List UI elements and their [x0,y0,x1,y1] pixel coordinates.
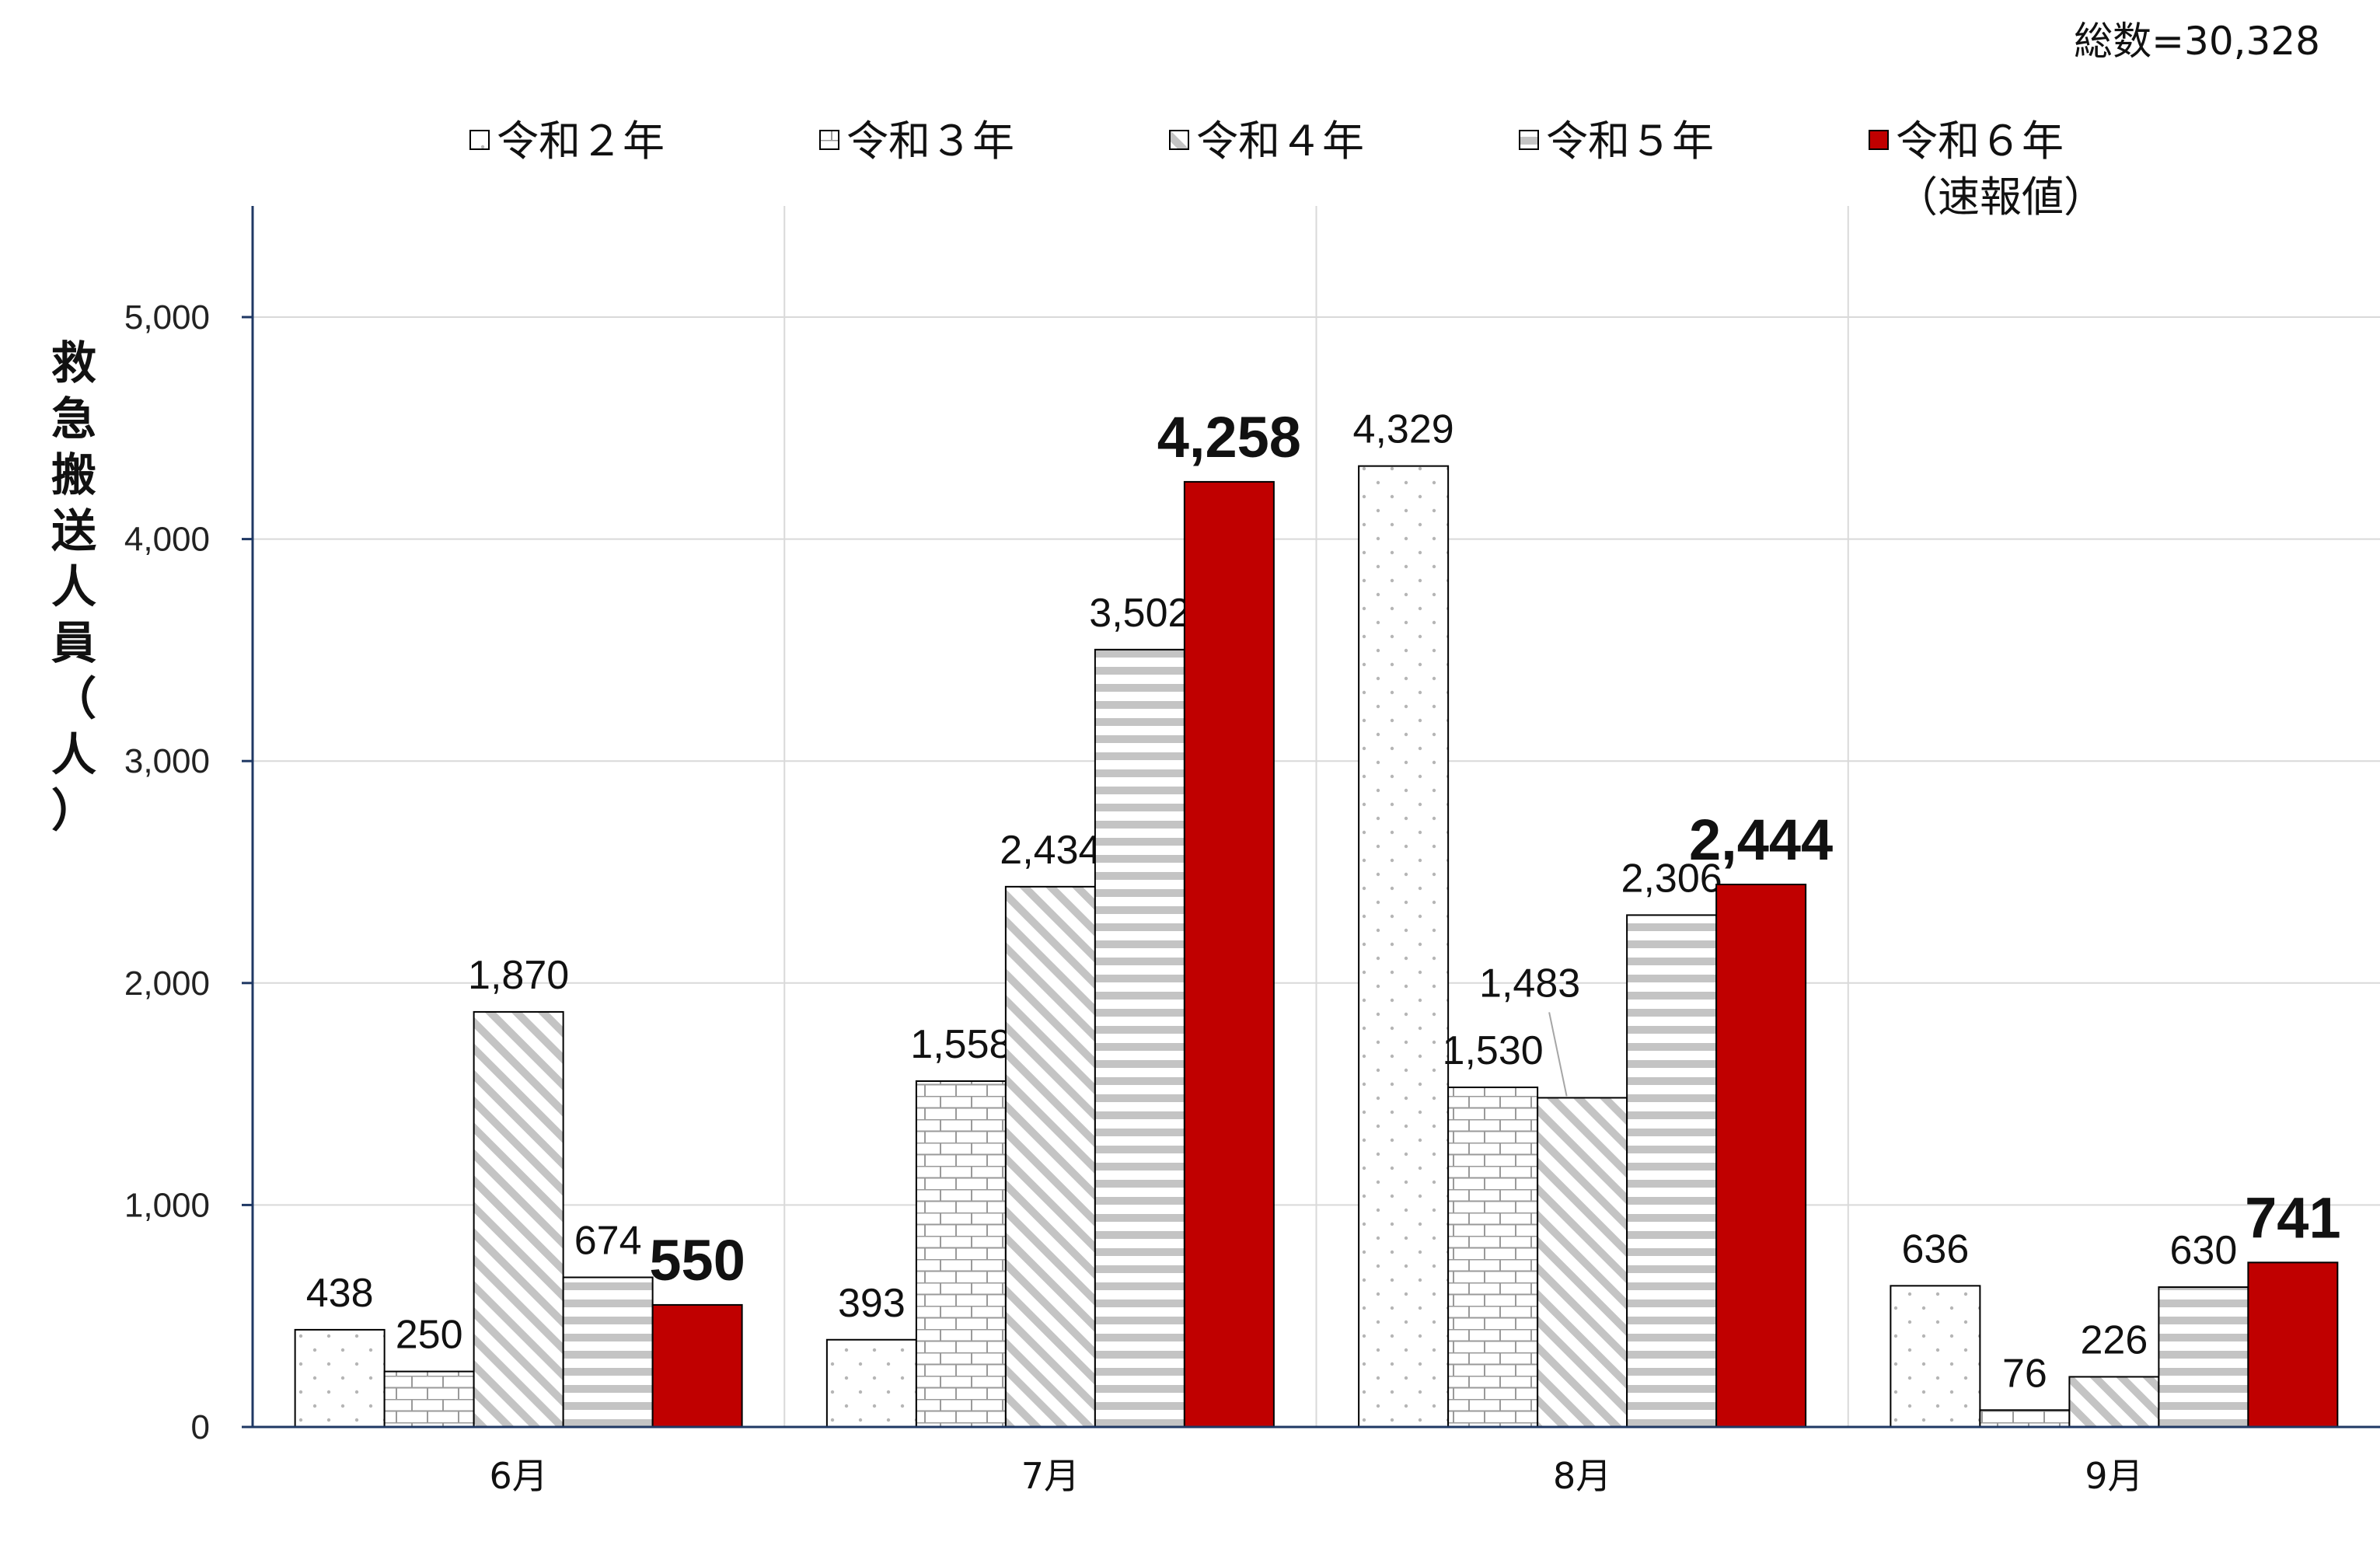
data-label-0-2: 1,870 [468,953,569,998]
x-tick-label: 8月 [1553,1455,1611,1497]
leader-line [1548,1012,1568,1097]
data-label-0-0: 438 [306,1271,374,1316]
x-tick-label: 6月 [489,1455,547,1497]
y-tick-label: 2,000 [124,965,210,1003]
data-label-1-1: 1,558 [910,1022,1011,1067]
data-label-2-4: 2,444 [1689,808,1833,872]
data-label-2-0: 4,329 [1353,407,1454,452]
bar-3-3 [2158,1286,2249,1429]
bar-3-0 [1890,1285,1981,1428]
y-tick-label: 1,000 [124,1186,210,1224]
bar-2-3 [1626,914,1718,1428]
x-axis: 6月 7月 8月 9月 [253,1425,2380,1497]
y-tick-label: 4,000 [124,521,210,559]
data-label-3-2: 226 [2080,1317,2148,1362]
data-label-2-2: 1,483 [1479,961,1580,1006]
bar-2-4 [1715,883,1807,1429]
y-tick-label: 5,000 [124,298,210,337]
legend-swatch-2 [1169,130,1189,150]
data-label-0-4: 550 [649,1228,745,1293]
total-label: 総数=30,328 [2074,19,2320,64]
legend-swatch-4 [1869,130,1889,150]
data-label-3-1: 76 [2002,1351,2047,1396]
bar-1-2 [1004,885,1096,1428]
legend-swatch-1 [819,130,839,150]
bar-2-0 [1358,465,1450,1428]
legend-entry-3: 令和５年 [1546,117,1714,166]
bar-3-4 [2247,1261,2339,1428]
legend-entry-2: 令和４年 [1196,117,1364,166]
bar-3-1 [1979,1409,2071,1429]
bars: 438 250 1,870 674 550 393 1,558 2,434 3,502 4,258… [294,405,2341,1429]
x-tick-label: 9月 [2085,1455,2143,1497]
y-tick-label: 3,000 [124,742,210,780]
bar-1-4 [1183,480,1275,1429]
bar-1-3 [1094,648,1185,1428]
legend-entry-4: 令和６年 [1896,117,2064,166]
y-tick-label: 0 [191,1408,210,1446]
legend-entry-1: 令和３年 [846,117,1014,166]
x-tick-label: 7月 [1021,1455,1080,1497]
bar-0-3 [562,1276,654,1429]
bar-0-0 [294,1328,386,1429]
legend: 令和２年 令和３年 令和４年 令和５年 令和６年 （速報値） [469,117,2106,222]
data-label-3-3: 630 [2169,1228,2237,1273]
bar-0-2 [473,1010,564,1428]
bar-2-2 [1537,1097,1628,1428]
bar-0-4 [651,1303,743,1429]
data-label-1-3: 3,502 [1089,591,1190,636]
bar-0-1 [383,1370,475,1428]
legend-swatch-0 [469,130,490,150]
legend-swatch-3 [1519,130,1539,150]
data-label-1-4: 4,258 [1157,405,1301,469]
bar-2-1 [1447,1087,1539,1428]
data-label-2-1: 1,530 [1443,1028,1544,1073]
legend-entry-sub-4: （速報値） [1896,173,2106,222]
y-axis-label: 救急搬送人員（人） [51,337,96,837]
data-label-0-1: 250 [396,1313,463,1358]
legend-entry-0: 令和２年 [497,117,665,166]
grid [253,206,2380,1427]
data-label-2-3: 2,306 [1621,856,1722,901]
data-label-3-4: 741 [2245,1185,2340,1250]
data-label-1-2: 2,434 [1000,828,1101,873]
bar-3-2 [2068,1376,2160,1428]
bar-1-1 [915,1080,1007,1428]
data-label-0-3: 674 [574,1219,642,1264]
bar-1-0 [825,1338,917,1428]
data-label-1-0: 393 [838,1281,906,1326]
y-axis: 0 1,000 2,000 3,000 4,000 5,000 [124,206,254,1446]
data-label-3-0: 636 [1901,1226,1969,1272]
